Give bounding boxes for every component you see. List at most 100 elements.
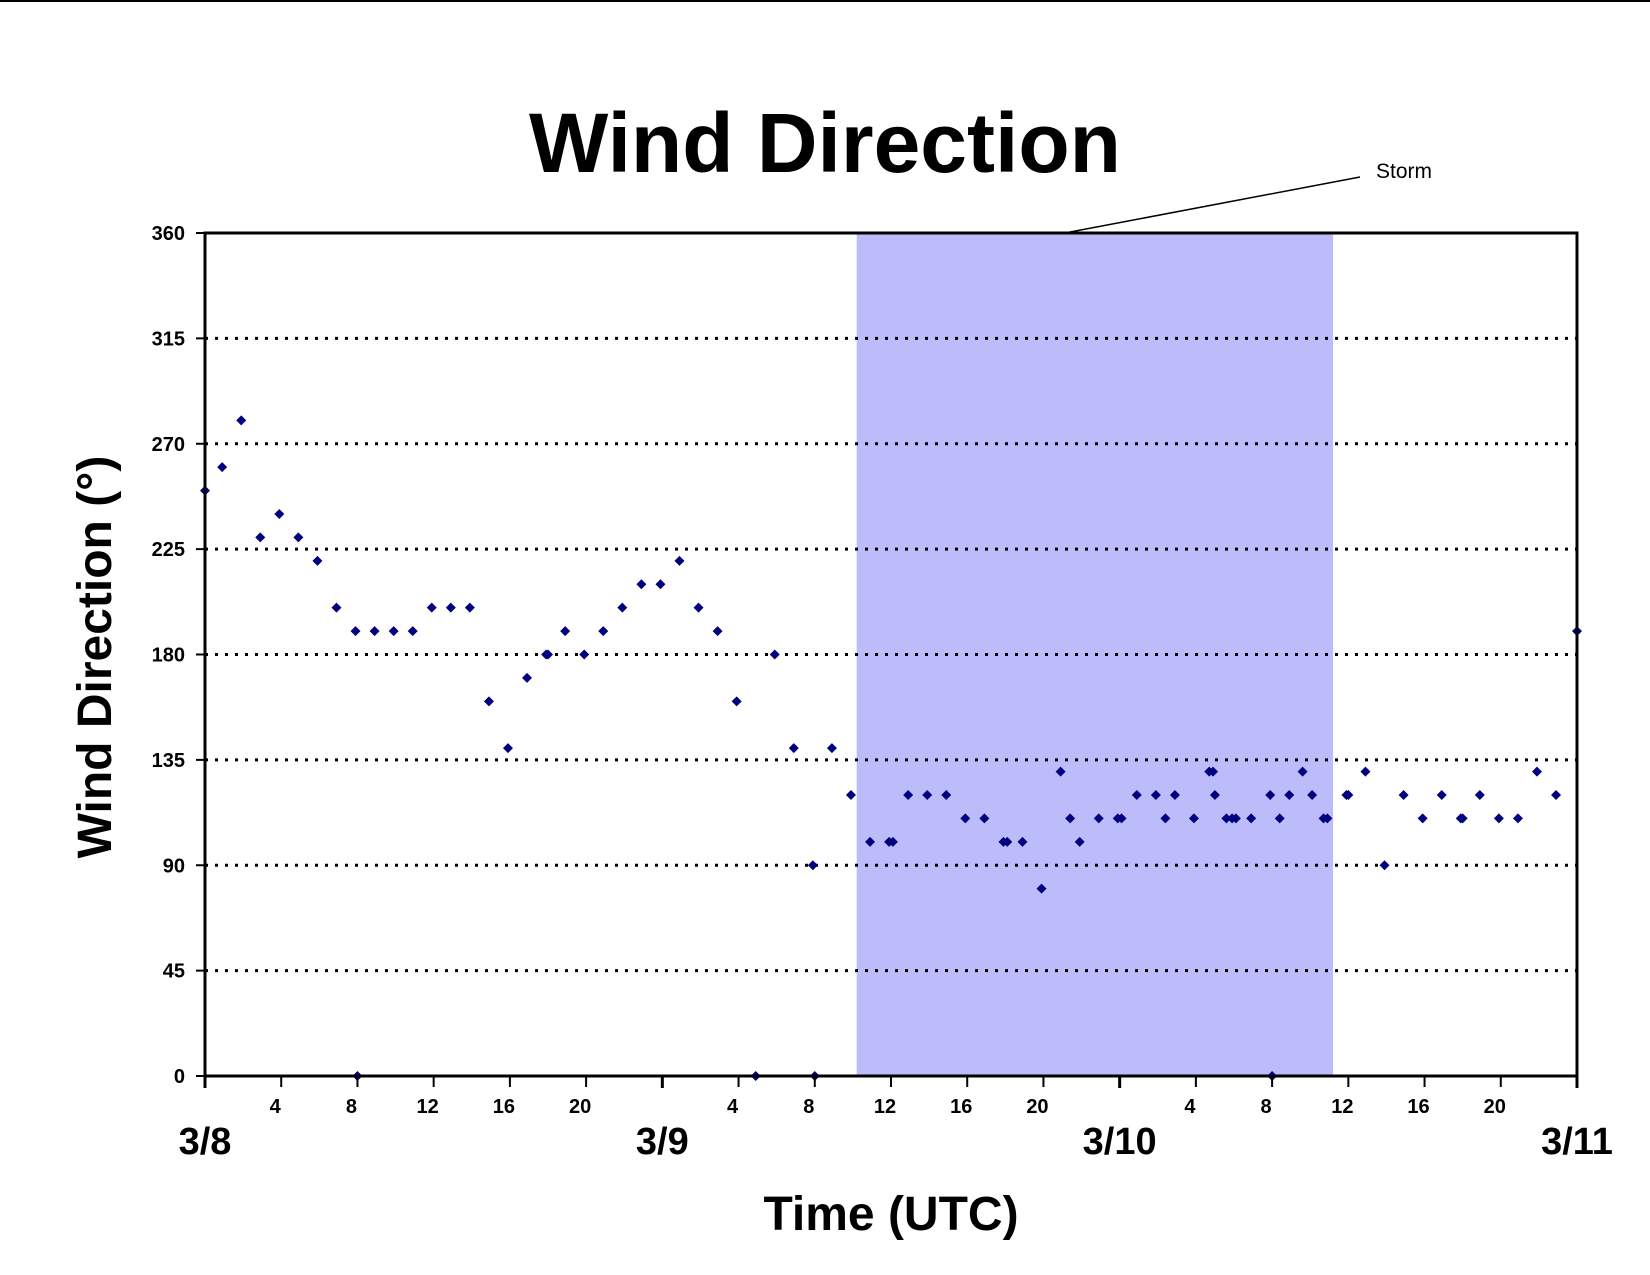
data-point bbox=[826, 743, 837, 754]
data-point bbox=[1512, 813, 1523, 824]
x-axis-title: Time (UTC) bbox=[763, 1188, 1018, 1241]
data-point bbox=[1230, 813, 1241, 824]
x-tick-label-10: 4 bbox=[1184, 1096, 1196, 1118]
x-tick-label-7: 12 bbox=[874, 1096, 896, 1118]
data-point bbox=[887, 836, 898, 847]
data-point bbox=[1055, 766, 1066, 777]
data-point bbox=[1017, 836, 1028, 847]
data-point bbox=[598, 626, 609, 637]
data-point bbox=[636, 579, 647, 590]
data-point bbox=[1551, 790, 1562, 800]
storm-shaded-region bbox=[856, 233, 1334, 1076]
data-point bbox=[1188, 813, 1199, 824]
data-points bbox=[200, 415, 1582, 1081]
data-point bbox=[788, 743, 799, 754]
data-point bbox=[1221, 813, 1232, 824]
x-tick-label-4: 20 bbox=[569, 1096, 591, 1118]
storm-annotation-label: Storm bbox=[1376, 160, 1432, 183]
data-point bbox=[1160, 813, 1171, 824]
data-point bbox=[617, 602, 628, 613]
data-point bbox=[941, 790, 952, 800]
y-axis-ticks: 0 45 90 135 180 225 270 315 360 bbox=[152, 223, 205, 1088]
x-tick-label-2: 12 bbox=[417, 1096, 439, 1118]
data-point bbox=[1457, 813, 1468, 824]
x-tick-label-3: 16 bbox=[493, 1096, 515, 1118]
data-point bbox=[1343, 790, 1354, 800]
data-point bbox=[1208, 766, 1219, 777]
day-tick-label-0: 3/8 bbox=[179, 1121, 232, 1163]
data-point bbox=[1297, 766, 1308, 777]
y-tick-label-315: 315 bbox=[152, 328, 185, 350]
data-point bbox=[1379, 860, 1390, 871]
data-point bbox=[693, 602, 704, 613]
data-point bbox=[522, 672, 533, 683]
data-point bbox=[807, 860, 818, 871]
x-tick-label-13: 16 bbox=[1407, 1096, 1429, 1118]
data-point bbox=[960, 813, 971, 824]
y-tick-label-270: 270 bbox=[152, 434, 185, 456]
data-point bbox=[255, 532, 266, 543]
data-point bbox=[865, 836, 876, 847]
data-point bbox=[1246, 813, 1257, 824]
data-point bbox=[1150, 790, 1161, 800]
x-tick-label-0: 4 bbox=[270, 1096, 282, 1118]
data-point bbox=[1274, 813, 1285, 824]
x-axis-ticks: 4 8 12 16 20 4 8 12 16 20 4 8 12 16 20 bbox=[270, 1076, 1506, 1118]
data-point bbox=[1093, 813, 1104, 824]
data-point bbox=[1036, 883, 1047, 894]
data-point bbox=[1169, 790, 1180, 800]
data-point bbox=[543, 649, 553, 660]
data-point bbox=[1398, 790, 1409, 800]
x-tick-label-8: 16 bbox=[950, 1096, 972, 1118]
day-tick-label-2: 3/10 bbox=[1083, 1121, 1157, 1163]
data-point bbox=[331, 602, 342, 613]
data-point bbox=[1493, 813, 1504, 824]
top-border-line bbox=[0, 0, 1650, 2]
x-tick-label-12: 12 bbox=[1331, 1096, 1353, 1118]
data-point bbox=[674, 555, 685, 566]
y-tick-label-225: 225 bbox=[152, 539, 185, 561]
data-point bbox=[1002, 836, 1013, 847]
data-point bbox=[1307, 790, 1318, 800]
day-tick-label-1: 3/9 bbox=[636, 1121, 689, 1163]
x-tick-label-6: 8 bbox=[803, 1096, 814, 1118]
y-tick-label-135: 135 bbox=[152, 750, 185, 772]
data-point bbox=[979, 813, 990, 824]
y-tick-label-45: 45 bbox=[163, 961, 185, 983]
data-point bbox=[655, 579, 666, 590]
date-tick-labels: 3/8 3/9 3/10 3/11 bbox=[179, 1076, 1613, 1163]
data-point bbox=[845, 790, 856, 800]
x-tick-label-1: 8 bbox=[346, 1096, 357, 1118]
x-tick-label-14: 20 bbox=[1484, 1096, 1506, 1118]
data-point bbox=[483, 696, 494, 707]
data-point bbox=[903, 790, 914, 800]
x-tick-label-9: 20 bbox=[1026, 1096, 1048, 1118]
data-point bbox=[560, 626, 571, 637]
data-point bbox=[426, 602, 437, 613]
data-point bbox=[502, 743, 513, 754]
data-point bbox=[922, 790, 933, 800]
data-point bbox=[1322, 813, 1333, 824]
data-point bbox=[1284, 790, 1295, 800]
x-tick-label-11: 8 bbox=[1261, 1096, 1272, 1118]
data-point bbox=[236, 415, 247, 426]
chart-title: Wind Direction bbox=[529, 96, 1121, 190]
y-tick-label-180: 180 bbox=[152, 645, 185, 667]
data-point bbox=[369, 626, 380, 637]
data-point bbox=[217, 462, 228, 473]
data-point bbox=[407, 626, 418, 637]
data-point bbox=[1116, 813, 1127, 824]
data-point bbox=[1531, 766, 1542, 777]
data-point bbox=[1131, 790, 1142, 800]
data-point bbox=[1265, 790, 1276, 800]
data-point bbox=[445, 602, 456, 613]
x-tick-label-5: 4 bbox=[727, 1096, 739, 1118]
data-point bbox=[350, 626, 361, 637]
data-point bbox=[1474, 790, 1485, 800]
data-point bbox=[769, 649, 780, 660]
data-point bbox=[1065, 813, 1076, 824]
data-point bbox=[712, 626, 723, 637]
data-point bbox=[1436, 790, 1447, 800]
data-point bbox=[1074, 836, 1085, 847]
